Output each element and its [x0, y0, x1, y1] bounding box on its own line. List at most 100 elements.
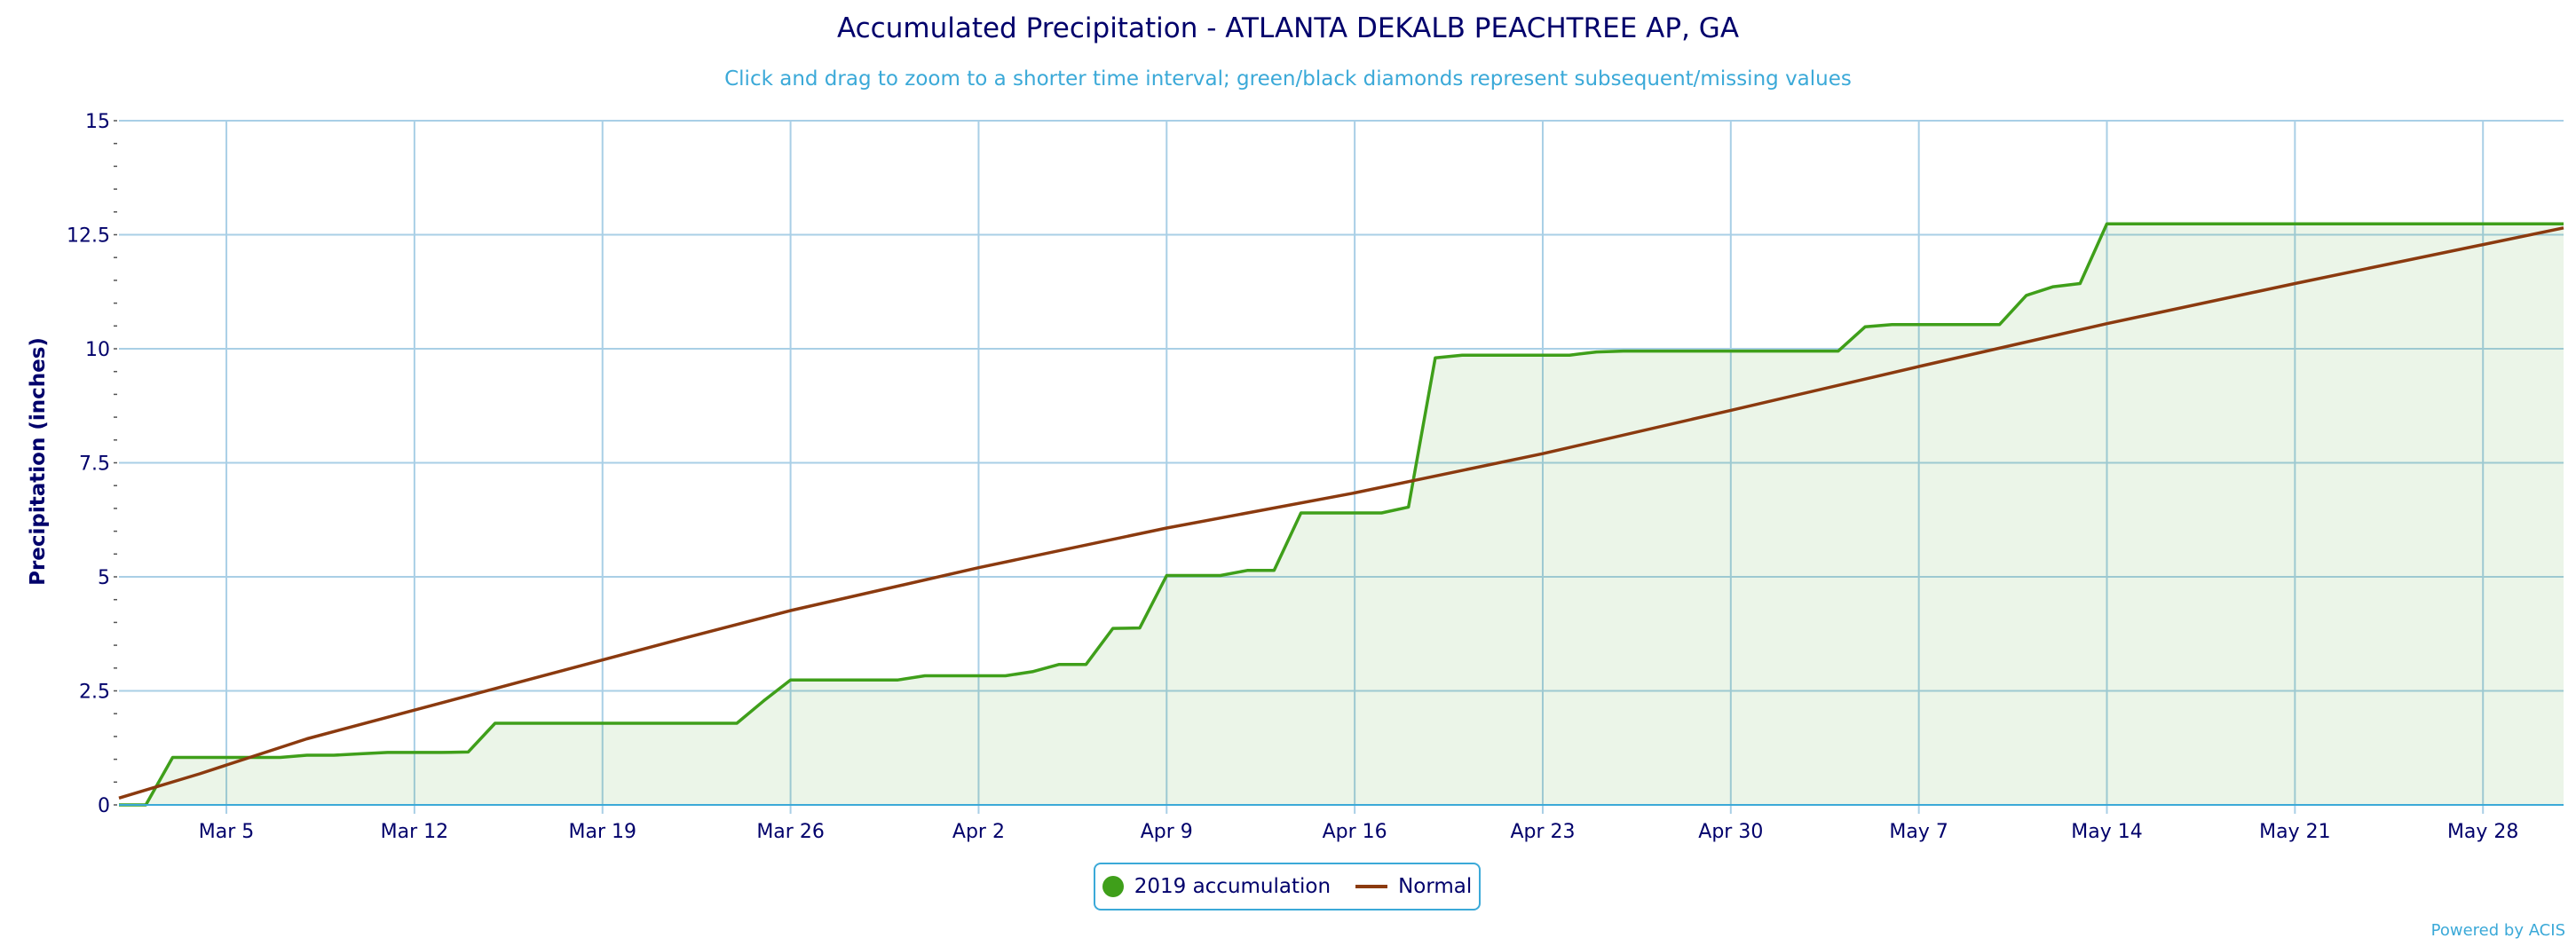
- accumulation-point[interactable]: [2454, 221, 2459, 226]
- accumulation-point[interactable]: [519, 721, 525, 726]
- accumulation-point[interactable]: [1056, 662, 1062, 667]
- accumulation-point[interactable]: [842, 677, 847, 682]
- accumulation-point[interactable]: [707, 721, 713, 726]
- accumulation-point[interactable]: [2024, 293, 2029, 298]
- accumulation-point[interactable]: [2212, 221, 2217, 226]
- accumulation-point[interactable]: [1191, 573, 1197, 579]
- accumulation-point[interactable]: [1030, 669, 1035, 674]
- normal-point[interactable]: [1352, 490, 1357, 495]
- normal-point[interactable]: [2105, 321, 2110, 327]
- accumulation-point[interactable]: [197, 755, 202, 761]
- accumulation-point[interactable]: [1325, 510, 1331, 516]
- legend-item-normal[interactable]: Normal: [1355, 875, 1472, 898]
- accumulation-point[interactable]: [1379, 510, 1384, 516]
- normal-point[interactable]: [2292, 281, 2297, 287]
- accumulation-point[interactable]: [493, 721, 498, 726]
- normal-point[interactable]: [197, 771, 202, 777]
- accumulation-point[interactable]: [2077, 281, 2082, 287]
- accumulation-point[interactable]: [949, 674, 954, 679]
- accumulation-point[interactable]: [2185, 221, 2190, 226]
- credit-link[interactable]: Powered by ACIS: [2430, 921, 2565, 940]
- accumulation-point[interactable]: [1110, 626, 1116, 631]
- accumulation-point[interactable]: [1245, 568, 1250, 573]
- normal-point[interactable]: [681, 635, 686, 641]
- accumulation-point[interactable]: [439, 750, 444, 755]
- accumulation-point[interactable]: [1674, 349, 1679, 354]
- accumulation-point[interactable]: [2346, 221, 2351, 226]
- accumulation-point[interactable]: [976, 674, 981, 679]
- normal-point[interactable]: [1916, 364, 1922, 369]
- accumulation-point[interactable]: [788, 677, 794, 682]
- accumulation-point[interactable]: [1648, 349, 1653, 354]
- accumulation-point[interactable]: [170, 755, 176, 761]
- accumulation-point[interactable]: [2480, 221, 2485, 226]
- accumulation-point[interactable]: [304, 753, 310, 758]
- accumulation-point[interactable]: [546, 721, 551, 726]
- accumulation-point[interactable]: [761, 698, 766, 704]
- normal-point[interactable]: [1540, 451, 1545, 456]
- accumulation-point[interactable]: [1809, 349, 1814, 354]
- accumulation-point[interactable]: [1728, 349, 1734, 354]
- accumulation-point[interactable]: [1352, 510, 1357, 516]
- normal-point[interactable]: [493, 686, 498, 691]
- accumulation-point[interactable]: [1406, 504, 1411, 509]
- accumulation-point[interactable]: [1164, 573, 1169, 579]
- accumulation-point[interactable]: [2292, 221, 2297, 226]
- accumulation-point[interactable]: [331, 753, 336, 758]
- legend-item-accumulation[interactable]: 2019 accumulation: [1102, 875, 1331, 898]
- accumulation-point[interactable]: [2158, 221, 2163, 226]
- accumulation-point[interactable]: [1271, 568, 1276, 573]
- accumulation-point[interactable]: [2319, 221, 2325, 226]
- normal-point[interactable]: [1728, 407, 1734, 413]
- accumulation-point[interactable]: [2399, 221, 2405, 226]
- accumulation-point[interactable]: [358, 751, 363, 756]
- accumulation-point[interactable]: [1567, 352, 1572, 358]
- accumulation-point[interactable]: [922, 674, 928, 679]
- accumulation-point[interactable]: [2508, 221, 2513, 226]
- accumulation-point[interactable]: [896, 677, 901, 682]
- accumulation-point[interactable]: [1621, 349, 1626, 354]
- accumulation-point[interactable]: [1459, 352, 1465, 358]
- accumulation-point[interactable]: [385, 750, 391, 755]
- accumulation-point[interactable]: [2051, 284, 2056, 289]
- accumulation-point[interactable]: [1299, 510, 1304, 516]
- accumulation-point[interactable]: [1782, 349, 1787, 354]
- accumulation-point[interactable]: [1513, 352, 1519, 358]
- accumulation-point[interactable]: [1970, 322, 1975, 327]
- accumulation-point[interactable]: [465, 749, 470, 754]
- accumulation-point[interactable]: [2265, 221, 2271, 226]
- accumulation-point[interactable]: [600, 721, 605, 726]
- accumulation-point[interactable]: [734, 721, 739, 726]
- accumulation-point[interactable]: [1137, 626, 1142, 631]
- accumulation-point[interactable]: [1755, 349, 1760, 354]
- accumulation-point[interactable]: [573, 721, 579, 726]
- accumulation-point[interactable]: [1702, 349, 1707, 354]
- accumulation-point[interactable]: [278, 755, 283, 761]
- accumulation-point[interactable]: [1218, 573, 1223, 579]
- accumulation-point[interactable]: [1943, 322, 1948, 327]
- accumulation-point[interactable]: [2239, 221, 2244, 226]
- accumulation-point[interactable]: [1003, 674, 1008, 679]
- accumulation-point[interactable]: [2427, 221, 2432, 226]
- accumulation-point[interactable]: [2105, 221, 2110, 226]
- accumulation-point[interactable]: [2534, 221, 2540, 226]
- accumulation-point[interactable]: [1594, 350, 1600, 355]
- normal-point[interactable]: [116, 795, 122, 800]
- accumulation-point[interactable]: [1487, 352, 1492, 358]
- normal-point[interactable]: [2561, 225, 2566, 231]
- accumulation-point[interactable]: [2373, 221, 2378, 226]
- normal-point[interactable]: [304, 737, 310, 742]
- normal-point[interactable]: [788, 608, 794, 613]
- normal-point[interactable]: [1164, 525, 1169, 531]
- accumulation-point[interactable]: [1916, 322, 1922, 327]
- accumulation-point[interactable]: [653, 721, 659, 726]
- accumulation-point[interactable]: [1862, 324, 1868, 329]
- accumulation-point[interactable]: [868, 677, 873, 682]
- normal-point[interactable]: [976, 565, 981, 571]
- accumulation-point[interactable]: [1084, 662, 1089, 667]
- accumulation-point[interactable]: [1836, 349, 1841, 354]
- accumulation-point[interactable]: [627, 721, 632, 726]
- accumulation-point[interactable]: [815, 677, 820, 682]
- accumulation-point[interactable]: [1433, 355, 1438, 360]
